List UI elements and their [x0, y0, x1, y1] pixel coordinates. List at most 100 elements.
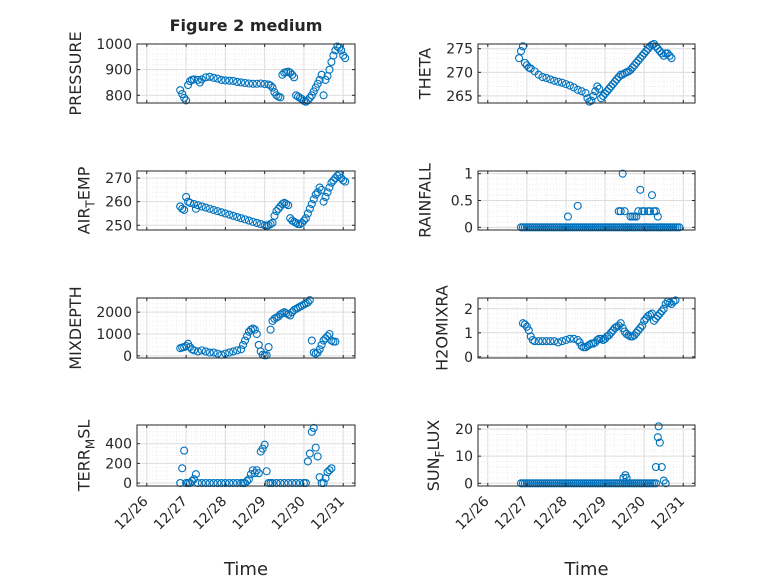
data-point — [614, 72, 623, 82]
data-point — [213, 478, 222, 488]
data-point — [325, 65, 334, 74]
data-point — [197, 75, 206, 84]
data-point — [515, 54, 524, 63]
data-point — [268, 218, 277, 227]
data-point — [303, 209, 312, 218]
data-point — [284, 478, 293, 488]
data-point — [180, 93, 189, 102]
data-point — [303, 457, 312, 466]
x-tick-label: 12/27 — [492, 494, 532, 534]
x-axis-label: Time — [563, 559, 608, 580]
y-axis-label-subscript: M — [84, 439, 98, 449]
data-point — [225, 76, 234, 85]
axes-frame — [477, 424, 696, 487]
y-tick-label: 10 — [455, 449, 473, 465]
data-point — [178, 204, 187, 213]
data-point — [341, 177, 350, 186]
data-point — [634, 56, 643, 65]
data-point — [317, 340, 326, 349]
data-point — [610, 323, 619, 333]
data-point — [209, 205, 218, 214]
data-point — [599, 91, 608, 100]
data-point — [651, 42, 660, 51]
data-point — [266, 81, 275, 90]
data-point — [671, 296, 680, 305]
data-point — [270, 314, 279, 323]
data-point — [644, 311, 653, 321]
data-point — [248, 324, 257, 333]
x-tick-label: 12/28 — [190, 494, 230, 534]
data-point — [187, 477, 197, 486]
data-point — [657, 307, 666, 316]
data-point — [213, 349, 222, 358]
data-point — [301, 214, 310, 223]
data-point — [239, 340, 248, 349]
data-point — [205, 348, 214, 357]
data-point — [319, 478, 328, 488]
subplot-5: 0 1000 2000 MIXDEPTH — [66, 286, 356, 370]
data-point — [309, 348, 318, 357]
data-point — [528, 335, 537, 345]
data-point — [569, 334, 578, 343]
x-tick-label: 12/29 — [230, 494, 270, 534]
data-point — [197, 202, 206, 211]
data-point — [242, 477, 252, 486]
data-point — [516, 47, 526, 56]
y-tick-label: 2 — [464, 302, 473, 318]
data-point — [256, 220, 265, 229]
data-point — [197, 346, 206, 355]
data-point — [280, 478, 289, 488]
data-point — [272, 207, 281, 216]
data-point — [233, 478, 242, 488]
y-axis-label-main: RAINFALL — [416, 163, 435, 238]
x-tick-label: 12/28 — [531, 494, 571, 534]
data-point — [193, 478, 202, 488]
data-point — [284, 201, 293, 210]
y-axis-label: SUNFLUX — [424, 420, 447, 492]
y-axis-label-main: TERR — [75, 449, 94, 492]
data-point — [307, 336, 316, 345]
data-point — [327, 336, 336, 345]
data-point — [337, 46, 346, 55]
data-point — [606, 82, 615, 91]
figure-title: Figure 2 medium — [170, 16, 323, 35]
data-point — [176, 478, 185, 488]
data-point — [278, 309, 287, 318]
data-point — [282, 199, 291, 209]
y-tick-label: 1000 — [96, 37, 132, 53]
data-point — [610, 77, 619, 86]
data-point — [339, 51, 348, 60]
data-point — [217, 75, 226, 84]
data-point — [313, 79, 322, 88]
data-point — [632, 58, 641, 67]
data-point — [209, 348, 218, 357]
data-point — [659, 51, 668, 60]
data-point — [229, 211, 238, 220]
data-point — [309, 195, 318, 204]
data-point — [659, 304, 668, 313]
y-tick-label: 265 — [446, 89, 473, 105]
data-point — [246, 470, 255, 479]
data-point — [229, 76, 238, 85]
data-point — [201, 347, 210, 356]
data-point — [178, 89, 187, 99]
data-point — [193, 201, 202, 210]
subplot-3: 250 260 270 AIRTEMP — [75, 166, 356, 234]
data-point — [538, 337, 547, 346]
data-point — [272, 478, 281, 488]
data-point — [288, 216, 297, 225]
axes-frame — [477, 297, 696, 359]
data-point — [657, 49, 666, 58]
data-point — [278, 199, 287, 209]
data-point — [636, 54, 645, 63]
data-point — [217, 208, 226, 217]
data-point — [276, 93, 285, 102]
subplot-4: 0 0.5 1 RAINFALL — [416, 163, 696, 238]
data-point — [622, 223, 631, 232]
data-point — [205, 72, 214, 81]
data-point — [288, 70, 297, 79]
data-point — [240, 336, 250, 345]
data-point — [614, 321, 623, 330]
data-point — [264, 343, 273, 352]
data-point — [248, 217, 257, 226]
